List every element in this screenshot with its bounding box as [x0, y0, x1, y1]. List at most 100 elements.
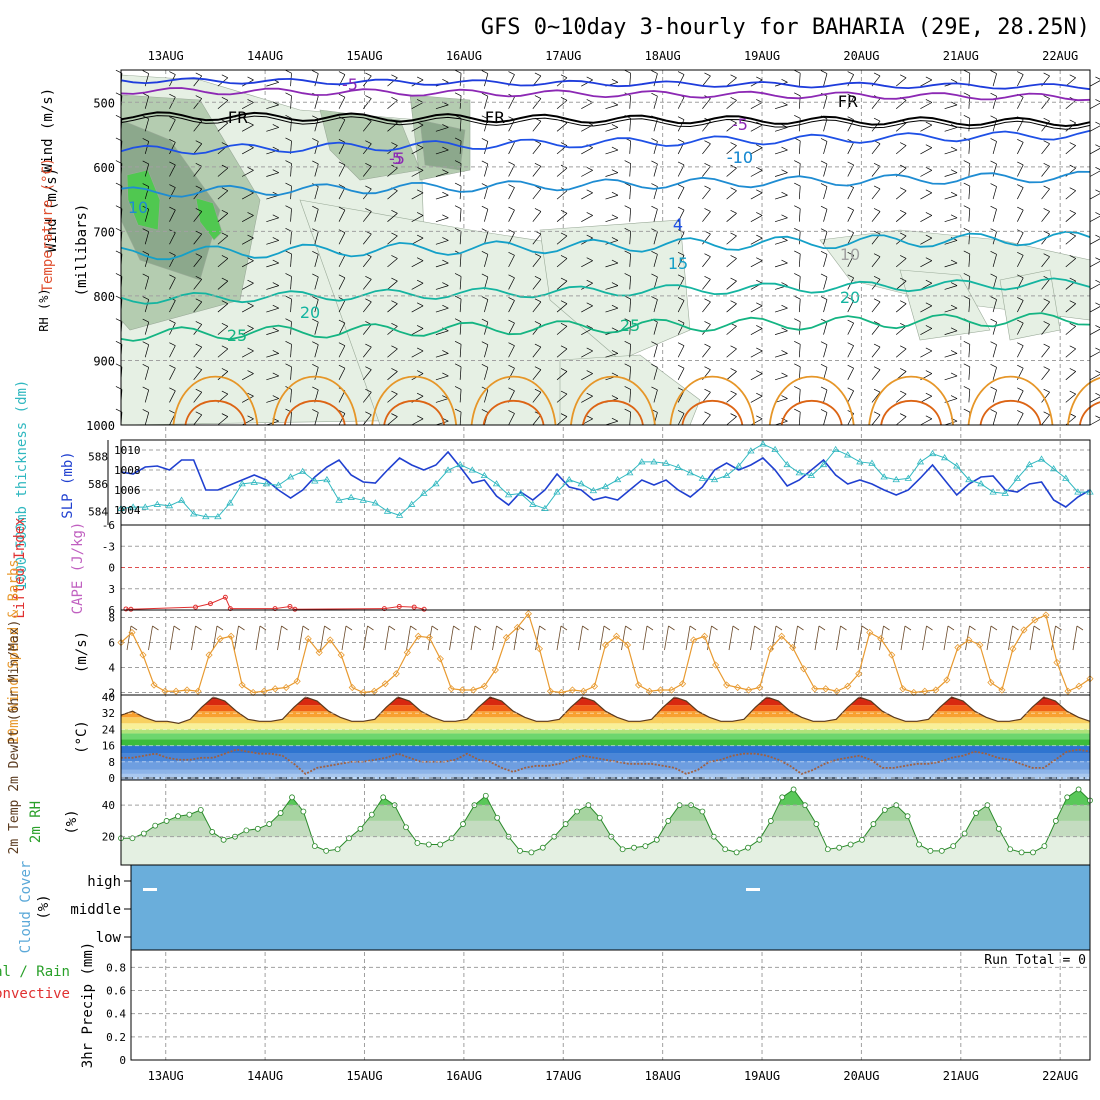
- wind-barb-flag: [794, 227, 801, 232]
- rh-point: [243, 827, 250, 834]
- wind-speed-marker: [612, 632, 621, 640]
- wind-barb-flag: [496, 625, 503, 631]
- wind-barb-flag: [1043, 366, 1050, 370]
- wind-barb: [879, 625, 884, 651]
- wind-barb-flag: [431, 625, 439, 631]
- wind-barb: [241, 102, 254, 110]
- wind-barb: [1051, 625, 1056, 651]
- thickness-marker: [250, 478, 258, 485]
- wind-barb-flag: [560, 368, 568, 372]
- y-tick-label: 8: [108, 756, 115, 769]
- wind-barb: [266, 240, 279, 245]
- wind-barb: [532, 346, 542, 358]
- wind-barb-flag: [365, 366, 372, 370]
- wind-barb: [750, 237, 763, 245]
- wind-barb: [726, 280, 737, 290]
- wind-barb: [126, 625, 132, 651]
- wind-barb-flag: [442, 304, 449, 309]
- wind-barb: [387, 348, 398, 358]
- thickness-marker: [553, 488, 561, 495]
- wind-speed-marker: [668, 686, 676, 694]
- wind-barb: [556, 100, 568, 109]
- cloud-cover-area: [131, 865, 1090, 950]
- wind-barb-flag: [534, 275, 542, 280]
- wind-barb: [968, 140, 971, 154]
- wind-barb-flag: [781, 304, 788, 309]
- wind-barb: [217, 258, 229, 268]
- wind-barb: [702, 166, 711, 177]
- wind-barb: [193, 414, 203, 426]
- wind-barb: [986, 625, 992, 651]
- wind-barb-flag: [560, 209, 568, 214]
- wind-barb-flag: [442, 282, 449, 286]
- temp-band: [121, 717, 1090, 724]
- y-tick-label: 0.2: [106, 1031, 126, 1044]
- wind-speed-marker: [877, 635, 885, 643]
- wind-barb-flag: [950, 304, 958, 309]
- wind-barb-flag: [963, 273, 970, 277]
- wind-barb: [581, 169, 593, 177]
- wind-barb: [144, 163, 150, 177]
- wind-speed-marker: [205, 651, 213, 659]
- rh-point: [266, 821, 273, 827]
- wind-barb-flag: [367, 625, 374, 631]
- wind-barb: [823, 322, 828, 335]
- wind-barb-flag: [847, 116, 854, 121]
- wind-barb-flag: [481, 183, 489, 187]
- wind-barb-flag: [169, 184, 176, 188]
- contour-label: 15: [668, 254, 688, 273]
- wind-barb-flag: [560, 322, 568, 327]
- wind-barb-flag: [416, 189, 424, 194]
- wind-barb-flag: [873, 208, 881, 212]
- wind-barb: [943, 625, 949, 651]
- wind-barb: [290, 208, 292, 222]
- isotherm-35: [283, 400, 346, 426]
- wind-barb: [169, 96, 176, 109]
- wind-barb-flag: [756, 166, 763, 171]
- wind-barb-flag: [756, 279, 763, 284]
- wind-barb: [1065, 325, 1076, 335]
- thickness-marker: [1013, 474, 1022, 481]
- rh-point: [460, 821, 466, 827]
- wind-barb: [144, 344, 150, 358]
- wind-barb: [1017, 413, 1024, 426]
- wind-barb-flag: [560, 74, 568, 79]
- thickness-marker: [165, 502, 174, 509]
- wind-barb: [406, 625, 411, 651]
- wind-barb-flag: [820, 386, 828, 391]
- wind-barb: [169, 119, 176, 132]
- wind-barb: [992, 254, 997, 267]
- wind-barb: [992, 367, 997, 380]
- wind-barb-flag: [677, 116, 685, 121]
- wind-barb-flag: [1043, 163, 1050, 167]
- wind-barb: [169, 209, 176, 222]
- wind-barb-flag: [391, 413, 398, 417]
- wind-barb-flag: [508, 364, 515, 369]
- wind-barb: [411, 305, 424, 313]
- wind-barb: [338, 368, 346, 380]
- wind-barb: [266, 194, 279, 200]
- wind-barb: [144, 367, 150, 380]
- wind-barb: [193, 369, 203, 381]
- rh-point: [870, 821, 877, 827]
- wind-barb: [320, 625, 325, 651]
- wind-barb-flag: [950, 214, 958, 219]
- thickness-marker: [444, 466, 452, 473]
- wind-barb-flag: [508, 251, 515, 256]
- wind-barb-flag: [221, 413, 228, 417]
- lifted-index-point: [421, 606, 427, 612]
- wind-barb: [726, 303, 737, 313]
- wind-barb: [750, 418, 763, 426]
- wind-barb-flag: [1076, 625, 1084, 631]
- wind-barb: [556, 167, 568, 177]
- rh-point: [175, 813, 181, 820]
- wind-barb-flag: [899, 300, 907, 304]
- wind-barb-flag: [508, 206, 515, 211]
- wind-barb-flag: [820, 363, 828, 368]
- wind-barb: [338, 413, 346, 426]
- wind-barb: [266, 172, 279, 177]
- wind-barb: [677, 119, 685, 132]
- thickness-marker: [783, 460, 791, 468]
- wind-barb-flag: [677, 319, 685, 324]
- wind-barb: [920, 260, 933, 268]
